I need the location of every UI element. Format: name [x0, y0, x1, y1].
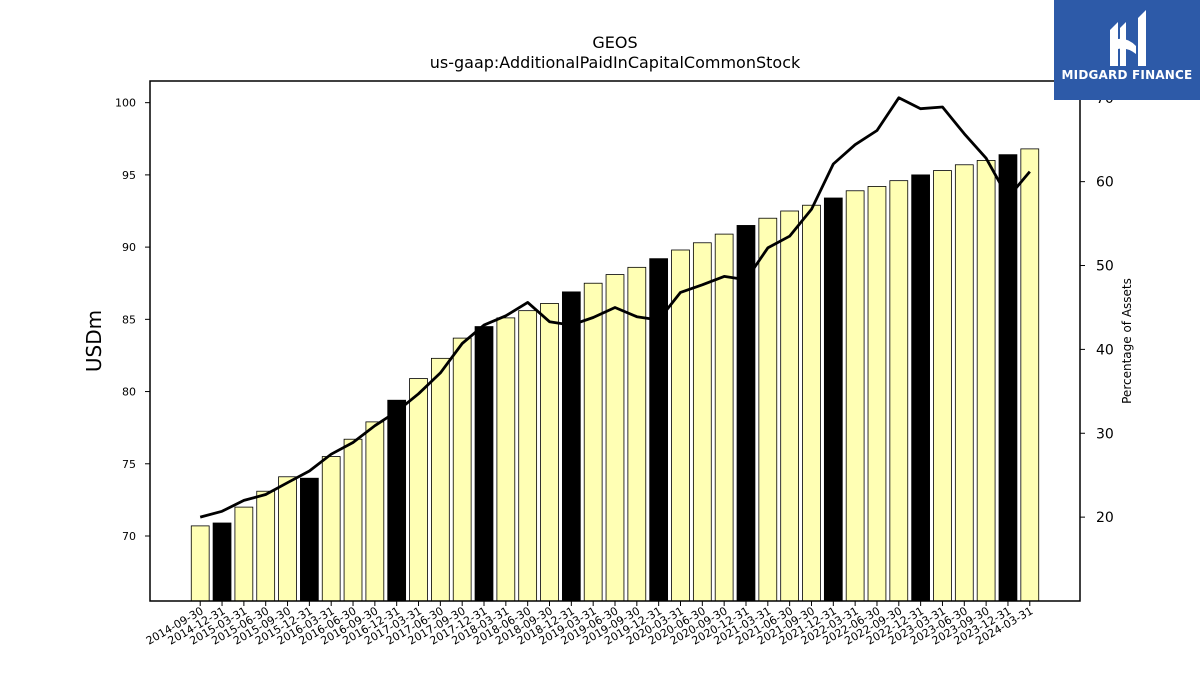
bar	[911, 174, 930, 602]
bar	[780, 210, 799, 602]
bar	[1020, 148, 1040, 602]
bar	[474, 326, 494, 602]
bar	[954, 164, 974, 602]
bar	[714, 233, 734, 602]
bar	[518, 310, 538, 602]
y2-tick-label: 20	[1096, 510, 1114, 526]
bar	[561, 291, 581, 602]
bar	[452, 337, 472, 602]
bar	[736, 225, 756, 602]
bar	[365, 421, 385, 602]
y-tick-label: 100	[115, 97, 136, 110]
y-tick-label: 90	[122, 241, 136, 254]
y-tick-label: 85	[122, 313, 136, 326]
bar	[605, 274, 625, 602]
y-axis-left: 70 75 80 85 90 95 100	[115, 97, 150, 543]
y-tick-label: 95	[122, 169, 136, 182]
brand-logo: MIDGARD FINANCE	[1054, 0, 1200, 100]
bar	[278, 476, 297, 602]
logo-mark-icon	[1110, 10, 1146, 66]
bar	[409, 378, 428, 602]
y-tick-label: 70	[122, 530, 136, 543]
bar	[889, 180, 909, 602]
y2-axis-label: Percentage of Assets	[1120, 278, 1134, 404]
bar	[823, 197, 843, 602]
bar	[387, 399, 407, 602]
bar	[190, 525, 210, 602]
y2-tick-label: 60	[1096, 175, 1114, 191]
bar	[540, 303, 559, 602]
brand-name: MIDGARD FINANCE	[1061, 68, 1193, 82]
line-series-path	[199, 96, 1031, 519]
line-series	[199, 96, 1031, 519]
bar	[998, 154, 1018, 602]
bar	[496, 317, 516, 602]
y-axis-label: USDm	[82, 310, 106, 372]
y-axis-right: 203040506070	[1080, 91, 1114, 526]
bar	[671, 249, 690, 602]
bar	[867, 186, 887, 602]
y-tick-label: 80	[122, 386, 136, 399]
bar	[583, 282, 603, 602]
bar	[758, 217, 778, 602]
bar	[300, 477, 319, 602]
bar	[234, 506, 254, 602]
chart-subtitle: us-gaap:AdditionalPaidInCapitalCommonSto…	[430, 53, 801, 72]
bar	[845, 190, 865, 602]
y-tick-label: 75	[122, 458, 136, 471]
y2-tick-label: 30	[1096, 426, 1114, 442]
bar	[802, 204, 821, 602]
bar	[933, 170, 952, 602]
y2-tick-label: 40	[1096, 342, 1114, 358]
bar	[321, 456, 341, 602]
chart-title: GEOS	[592, 33, 637, 52]
y2-tick-label: 50	[1096, 259, 1114, 275]
bar	[976, 160, 996, 602]
bar	[256, 490, 276, 602]
bar-series	[190, 148, 1040, 602]
bar	[343, 438, 363, 602]
bar	[212, 522, 232, 602]
x-axis: 2014-09-302014-12-312015-03-312015-06-30…	[144, 601, 1035, 648]
bar	[431, 357, 450, 602]
bar	[692, 242, 712, 602]
